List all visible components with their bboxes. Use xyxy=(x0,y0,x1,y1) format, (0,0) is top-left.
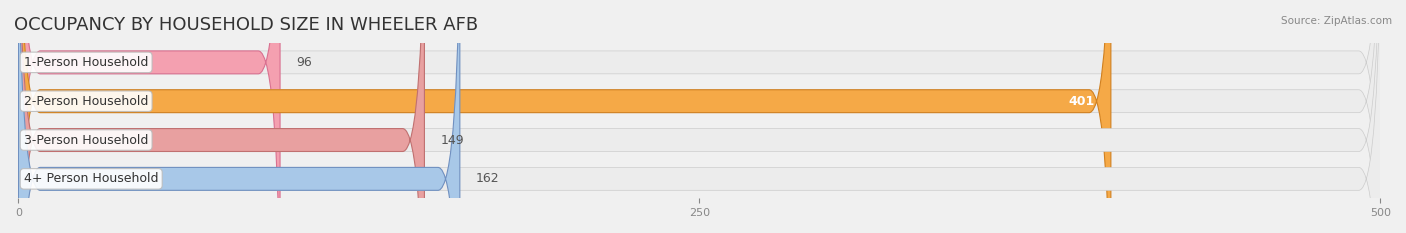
FancyBboxPatch shape xyxy=(18,0,1381,233)
FancyBboxPatch shape xyxy=(18,0,1111,233)
FancyBboxPatch shape xyxy=(18,0,1381,233)
FancyBboxPatch shape xyxy=(18,0,1381,233)
Text: 3-Person Household: 3-Person Household xyxy=(24,134,148,147)
Text: 401: 401 xyxy=(1069,95,1094,108)
Text: Source: ZipAtlas.com: Source: ZipAtlas.com xyxy=(1281,16,1392,26)
Text: 149: 149 xyxy=(440,134,464,147)
FancyBboxPatch shape xyxy=(18,0,425,233)
Text: 1-Person Household: 1-Person Household xyxy=(24,56,148,69)
Text: 162: 162 xyxy=(477,172,499,185)
FancyBboxPatch shape xyxy=(18,0,1381,233)
FancyBboxPatch shape xyxy=(18,0,460,233)
Text: 4+ Person Household: 4+ Person Household xyxy=(24,172,159,185)
Text: 2-Person Household: 2-Person Household xyxy=(24,95,148,108)
Text: 96: 96 xyxy=(297,56,312,69)
FancyBboxPatch shape xyxy=(18,0,280,233)
Text: OCCUPANCY BY HOUSEHOLD SIZE IN WHEELER AFB: OCCUPANCY BY HOUSEHOLD SIZE IN WHEELER A… xyxy=(14,16,478,34)
